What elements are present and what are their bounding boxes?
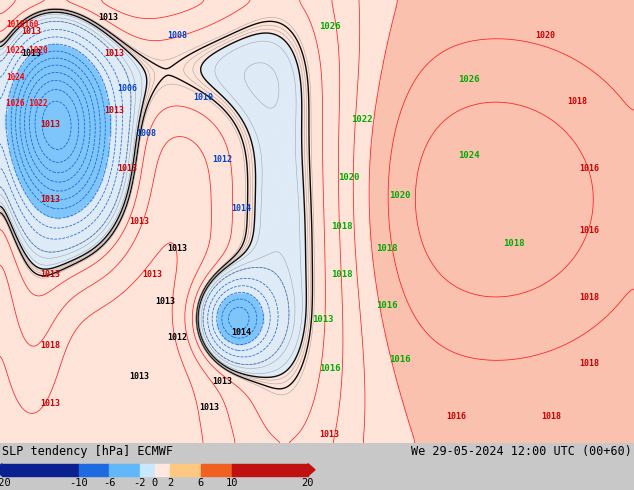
Text: 1006: 1006 — [117, 84, 137, 93]
Text: 1012: 1012 — [167, 333, 188, 342]
Text: 1010: 1010 — [193, 93, 213, 102]
Text: 1013: 1013 — [41, 195, 61, 204]
Text: 1016: 1016 — [376, 301, 398, 311]
Text: 1026 1022: 1026 1022 — [6, 99, 48, 108]
Polygon shape — [308, 464, 315, 476]
Text: 1008: 1008 — [136, 128, 156, 138]
Text: 1018: 1018 — [579, 293, 600, 302]
Text: -10: -10 — [69, 478, 88, 488]
Text: 1018: 1018 — [541, 413, 562, 421]
Text: 1008: 1008 — [167, 31, 188, 40]
Text: 1013: 1013 — [22, 49, 42, 58]
Text: 20: 20 — [302, 478, 314, 488]
Text: -6: -6 — [103, 478, 115, 488]
Text: We 29-05-2024 12:00 UTC (00+60): We 29-05-2024 12:00 UTC (00+60) — [411, 444, 632, 458]
Text: 1013: 1013 — [155, 297, 175, 306]
Text: 1018: 1018 — [376, 244, 398, 253]
Text: -20: -20 — [0, 478, 11, 488]
Text: 1020: 1020 — [535, 31, 555, 40]
Text: 1020: 1020 — [338, 173, 359, 182]
Text: 1013: 1013 — [98, 13, 118, 22]
Text: 1022: 1022 — [351, 115, 372, 124]
Text: 1012: 1012 — [212, 155, 232, 164]
Text: 1013: 1013 — [129, 372, 150, 381]
Text: 1013: 1013 — [313, 315, 334, 324]
Text: 6: 6 — [198, 478, 204, 488]
Text: 1013: 1013 — [129, 217, 150, 226]
Text: 0: 0 — [152, 478, 158, 488]
Text: 1026: 1026 — [458, 75, 480, 84]
Text: 1013: 1013 — [320, 430, 340, 439]
Text: 1018: 1018 — [41, 342, 61, 350]
Text: 1024: 1024 — [458, 151, 480, 160]
Text: 1013: 1013 — [117, 164, 137, 173]
Text: -2: -2 — [133, 478, 146, 488]
Text: 1013: 1013 — [41, 270, 61, 279]
Text: 1018: 1018 — [332, 270, 353, 279]
Text: 1020: 1020 — [389, 191, 410, 199]
Text: 1014: 1014 — [231, 204, 251, 213]
Text: 1013: 1013 — [104, 106, 124, 115]
Text: 2: 2 — [167, 478, 174, 488]
Text: 1013: 1013 — [167, 244, 188, 253]
Text: 1013: 1013 — [41, 120, 61, 129]
Text: 1013: 1013 — [142, 270, 162, 279]
Text: SLP tendency [hPa] ECMWF: SLP tendency [hPa] ECMWF — [2, 444, 173, 458]
Text: 1016: 1016 — [579, 226, 600, 235]
Text: 1014: 1014 — [231, 328, 251, 337]
Text: 1013: 1013 — [212, 377, 232, 386]
Text: 1016: 1016 — [446, 413, 467, 421]
Text: 1013: 1013 — [104, 49, 124, 58]
Text: 1018: 1018 — [579, 359, 600, 368]
Text: 1024: 1024 — [6, 73, 25, 82]
Text: 1022 1020: 1022 1020 — [6, 46, 48, 55]
Text: 1018: 1018 — [567, 98, 587, 106]
Text: 1013: 1013 — [41, 399, 61, 408]
Text: 1026: 1026 — [319, 22, 340, 31]
Text: 1018160: 1018160 — [6, 20, 39, 28]
Text: 1013: 1013 — [22, 26, 42, 36]
Text: 1016: 1016 — [579, 164, 600, 173]
Text: 1018: 1018 — [503, 240, 524, 248]
Text: 1013: 1013 — [199, 403, 219, 413]
Text: 1018: 1018 — [332, 221, 353, 231]
Polygon shape — [0, 464, 2, 476]
Text: 1016: 1016 — [389, 355, 410, 364]
Text: 1016: 1016 — [319, 364, 340, 372]
Text: 10: 10 — [225, 478, 238, 488]
